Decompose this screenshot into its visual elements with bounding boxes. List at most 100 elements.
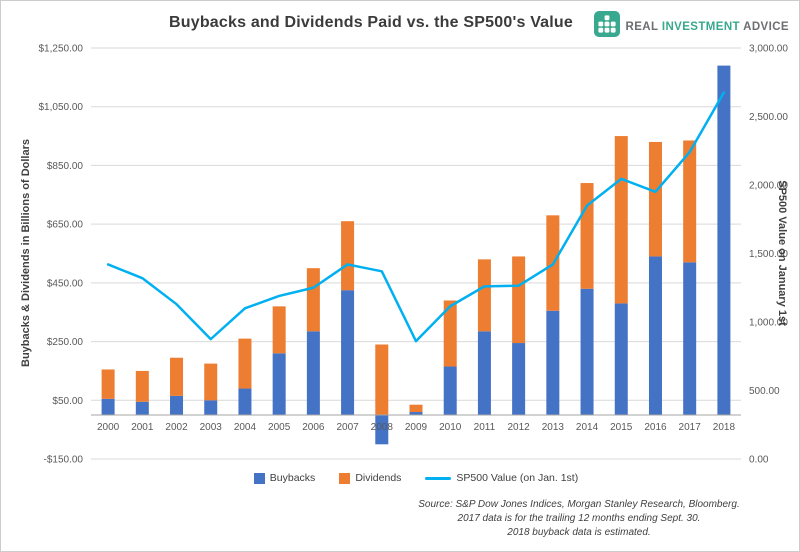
svg-text:2017: 2017 bbox=[679, 422, 702, 433]
svg-text:$850.00: $850.00 bbox=[47, 161, 84, 172]
svg-text:2003: 2003 bbox=[200, 422, 223, 433]
svg-text:2,000.00: 2,000.00 bbox=[749, 181, 788, 192]
dividends-swatch-icon bbox=[339, 472, 351, 484]
right-axis-title: SP500 Value on January 1st bbox=[776, 180, 788, 326]
brand-word-advice: ADVICE bbox=[743, 20, 789, 33]
bar-dividends bbox=[648, 141, 662, 257]
bar-buybacks bbox=[135, 401, 149, 415]
svg-text:2001: 2001 bbox=[131, 422, 154, 433]
bar-dividends bbox=[341, 221, 355, 291]
svg-text:-$150.00: -$150.00 bbox=[44, 455, 84, 466]
bar-buybacks bbox=[614, 303, 628, 415]
svg-text:2002: 2002 bbox=[165, 422, 188, 433]
svg-text:500.00: 500.00 bbox=[749, 386, 780, 397]
bar-dividends bbox=[170, 357, 184, 396]
chart-title: Buybacks and Dividends Paid vs. the SP50… bbox=[169, 14, 573, 31]
svg-text:2004: 2004 bbox=[234, 422, 257, 433]
svg-text:2016: 2016 bbox=[644, 422, 667, 433]
buybacks-swatch-icon bbox=[253, 472, 265, 484]
legend-label-dividends: Dividends bbox=[355, 472, 402, 484]
svg-text:$650.00: $650.00 bbox=[47, 220, 84, 231]
legend-label-buybacks: Buybacks bbox=[269, 472, 316, 484]
svg-text:1,000.00: 1,000.00 bbox=[749, 318, 788, 329]
svg-text:$1,250.00: $1,250.00 bbox=[39, 44, 84, 55]
right-axis-tick-labels: 3,000.00 2,500.00 2,000.00 1,500.00 1,000.00… bbox=[749, 44, 788, 466]
source-note: Source: S&P Dow Jones Indices, Morgan St… bbox=[357, 498, 799, 540]
svg-text:$450.00: $450.00 bbox=[47, 278, 84, 289]
brand-logo-icon bbox=[593, 11, 620, 42]
bar-dividends bbox=[135, 370, 149, 402]
svg-text:2008: 2008 bbox=[371, 422, 394, 433]
svg-text:2014: 2014 bbox=[576, 422, 599, 433]
bar-buybacks bbox=[341, 290, 355, 415]
svg-text:1,500.00: 1,500.00 bbox=[749, 249, 788, 260]
bar-buybacks bbox=[443, 366, 457, 415]
svg-text:2000: 2000 bbox=[97, 422, 120, 433]
brand-word-investment: INVESTMENT bbox=[661, 20, 740, 33]
svg-text:2006: 2006 bbox=[302, 422, 325, 433]
gridlines bbox=[91, 47, 741, 460]
bar-buybacks bbox=[717, 65, 731, 415]
legend-item-sp500: SP500 Value (on Jan. 1st) bbox=[425, 472, 578, 484]
bar-buybacks bbox=[170, 395, 184, 415]
x-axis-tick-labels: 2000 2001 2002 2003 2004 2005 2006 2007 2008 2009… bbox=[97, 422, 735, 433]
svg-text:2,500.00: 2,500.00 bbox=[749, 112, 788, 123]
bar-buybacks bbox=[272, 353, 286, 415]
source-line-3: 2018 buyback data is estimated. bbox=[507, 527, 651, 538]
bar-dividends bbox=[375, 344, 389, 415]
bar-buybacks bbox=[683, 262, 697, 415]
left-axis-title: Buybacks & Dividends in Billions of Doll… bbox=[20, 139, 32, 367]
svg-text:2010: 2010 bbox=[439, 422, 462, 433]
bar-buybacks bbox=[238, 388, 252, 415]
svg-text:2011: 2011 bbox=[474, 422, 496, 433]
svg-text:2009: 2009 bbox=[405, 422, 428, 433]
legend-item-dividends: Dividends bbox=[339, 472, 401, 484]
bar-dividends bbox=[443, 300, 457, 367]
brand-logo-text: REAL INVESTMENT ADVICE bbox=[626, 21, 789, 33]
bar-dividends bbox=[614, 136, 628, 304]
svg-text:$250.00: $250.00 bbox=[47, 337, 84, 348]
svg-text:2015: 2015 bbox=[610, 422, 633, 433]
bar-dividends bbox=[683, 140, 697, 263]
bar-dividends bbox=[272, 306, 286, 354]
brand-word-real: REAL bbox=[625, 20, 659, 33]
bar-dividends bbox=[306, 268, 320, 332]
bar-buybacks bbox=[477, 331, 491, 415]
bar-dividends bbox=[238, 338, 252, 389]
bar-dividends bbox=[477, 259, 491, 332]
sp500-line bbox=[106, 91, 726, 343]
brand-logo: REAL INVESTMENT ADVICE bbox=[593, 11, 789, 42]
bar-dividends bbox=[409, 404, 423, 413]
bar-dividends bbox=[512, 256, 526, 344]
svg-text:2007: 2007 bbox=[336, 422, 359, 433]
bar-buybacks bbox=[648, 256, 662, 415]
left-axis-tick-labels: $1,250.00 $1,050.00 $850.00 $650.00 $450.00 $… bbox=[39, 44, 84, 466]
bar-dividends bbox=[101, 369, 115, 399]
bar-dividends bbox=[580, 183, 594, 289]
bar-buybacks bbox=[375, 414, 389, 445]
bar-buybacks bbox=[306, 331, 320, 415]
bar-buybacks bbox=[512, 343, 526, 415]
legend-label-sp500: SP500 Value (on Jan. 1st) bbox=[456, 472, 579, 484]
svg-text:$1,050.00: $1,050.00 bbox=[39, 102, 84, 113]
bar-buybacks bbox=[204, 400, 218, 415]
source-line-1: Source: S&P Dow Jones Indices, Morgan St… bbox=[418, 499, 740, 510]
source-line-2: 2017 data is for the trailing 12 months … bbox=[457, 513, 701, 524]
svg-text:$50.00: $50.00 bbox=[52, 396, 83, 407]
bar-buybacks bbox=[546, 310, 560, 415]
svg-text:2013: 2013 bbox=[542, 422, 565, 433]
bar-buybacks bbox=[101, 398, 115, 415]
chart-legend: Buybacks Dividends SP500 Value (on Jan. … bbox=[91, 472, 741, 484]
svg-text:0.00: 0.00 bbox=[749, 455, 769, 466]
bars-group bbox=[101, 65, 731, 445]
svg-text:2012: 2012 bbox=[508, 422, 531, 433]
sp500-line-swatch-icon bbox=[425, 476, 452, 480]
bar-buybacks bbox=[409, 412, 423, 415]
svg-text:3,000.00: 3,000.00 bbox=[749, 44, 788, 55]
svg-text:2005: 2005 bbox=[268, 422, 291, 433]
svg-text:2018: 2018 bbox=[713, 422, 736, 433]
bar-buybacks bbox=[580, 288, 594, 415]
legend-item-buybacks: Buybacks bbox=[253, 472, 316, 484]
